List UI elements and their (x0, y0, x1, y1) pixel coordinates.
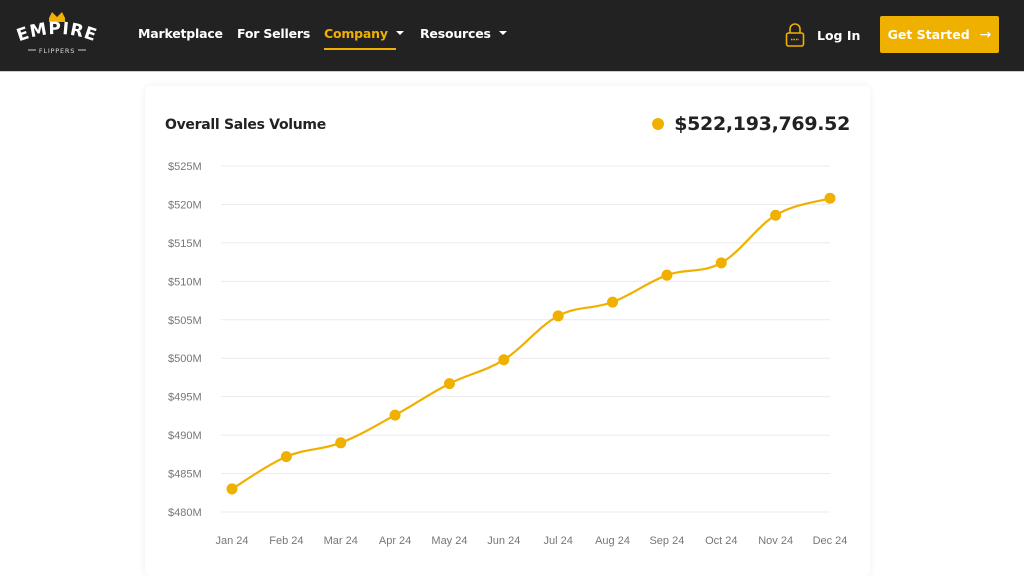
data-point-marker[interactable] (824, 192, 836, 204)
x-axis-tick-label: Feb 24 (269, 535, 303, 547)
get-started-label: Get Started (887, 27, 970, 42)
chart-title: Overall Sales Volume (165, 117, 326, 133)
nav-resources[interactable]: Resources (420, 26, 507, 41)
x-axis-tick-label: Apr 24 (379, 535, 411, 547)
crown-icon (49, 12, 65, 22)
data-point-marker[interactable] (715, 257, 727, 269)
svg-text:EMPIRE: EMPIRE (14, 19, 100, 46)
x-axis-tick-label: Mar 24 (324, 535, 358, 547)
nav-company[interactable]: Company (324, 26, 404, 41)
y-axis-tick-label: $480M (168, 507, 202, 519)
active-nav-underline (324, 48, 396, 50)
x-axis-tick-label: Dec 24 (813, 535, 848, 547)
x-axis-tick-label: Jun 24 (487, 535, 520, 547)
sales-line (231, 197, 831, 490)
x-axis-tick-label: Jan 24 (215, 535, 248, 547)
total-sales-amount: $522,193,769.52 (674, 113, 850, 135)
x-axis-tick-label: Jul 24 (544, 535, 573, 547)
arrow-right-icon: → (979, 26, 992, 43)
data-point-marker[interactable] (607, 296, 619, 308)
nav-for-sellers-label: For Sellers (237, 26, 311, 41)
x-axis-tick-label: Nov 24 (758, 535, 793, 547)
data-point-marker[interactable] (770, 209, 782, 221)
y-axis-tick-label: $485M (168, 469, 202, 481)
legend-dot-icon (652, 118, 665, 130)
top-navbar: EMPIRE FLIPPERS Marketplace For Sellers … (0, 0, 1024, 72)
data-point-marker[interactable] (498, 354, 510, 366)
y-axis-tick-label: $495M (168, 392, 202, 404)
logo-text-top: EMPIRE (14, 19, 99, 46)
y-axis-tick-label: $525M (168, 161, 202, 173)
y-axis-tick-label: $490M (168, 430, 202, 442)
y-axis-tick-label: $500M (168, 353, 202, 365)
data-point-marker[interactable] (443, 378, 455, 390)
y-axis-tick-label: $515M (168, 238, 202, 250)
sales-volume-card: Overall Sales Volume $522,193,769.52 $48… (145, 86, 870, 576)
nav-marketplace[interactable]: Marketplace (138, 26, 223, 41)
x-axis-tick-label: May 24 (431, 535, 467, 547)
get-started-button[interactable]: Get Started → (880, 16, 999, 53)
line-chart: $480M $485M $490M $495M $500M $505M $510M $515M… (168, 161, 848, 547)
x-axis-tick-label: Sep 24 (649, 535, 684, 547)
lock-icon (785, 23, 805, 47)
data-point-marker[interactable] (335, 437, 347, 449)
nav-marketplace-label: Marketplace (138, 26, 223, 41)
crown-icon: EMPIRE FLIPPERS (14, 12, 100, 55)
logo-text-bottom: FLIPPERS (39, 47, 75, 55)
data-point-marker[interactable] (552, 310, 564, 322)
x-axis-tick-label: Oct 24 (705, 535, 737, 547)
y-axis-tick-label: $505M (168, 315, 202, 327)
empire-flippers-logo[interactable]: EMPIRE FLIPPERS (14, 12, 100, 60)
login-button[interactable]: Log In (785, 22, 860, 48)
total-sales-value: $522,193,769.52 (652, 113, 850, 135)
chevron-down-icon (498, 30, 507, 35)
nav-resources-label: Resources (420, 26, 491, 41)
data-point-marker[interactable] (389, 409, 401, 421)
data-point-marker[interactable] (661, 269, 673, 281)
nav-company-label: Company (324, 26, 388, 41)
x-axis-tick-label: Aug 24 (595, 535, 630, 547)
data-point-marker[interactable] (226, 483, 238, 495)
y-axis-tick-label: $510M (168, 276, 202, 288)
chevron-down-icon (395, 30, 404, 35)
nav-for-sellers[interactable]: For Sellers (237, 26, 310, 41)
login-label: Log In (817, 27, 861, 43)
y-axis-tick-label: $520M (168, 199, 202, 211)
data-point-marker[interactable] (280, 451, 292, 463)
